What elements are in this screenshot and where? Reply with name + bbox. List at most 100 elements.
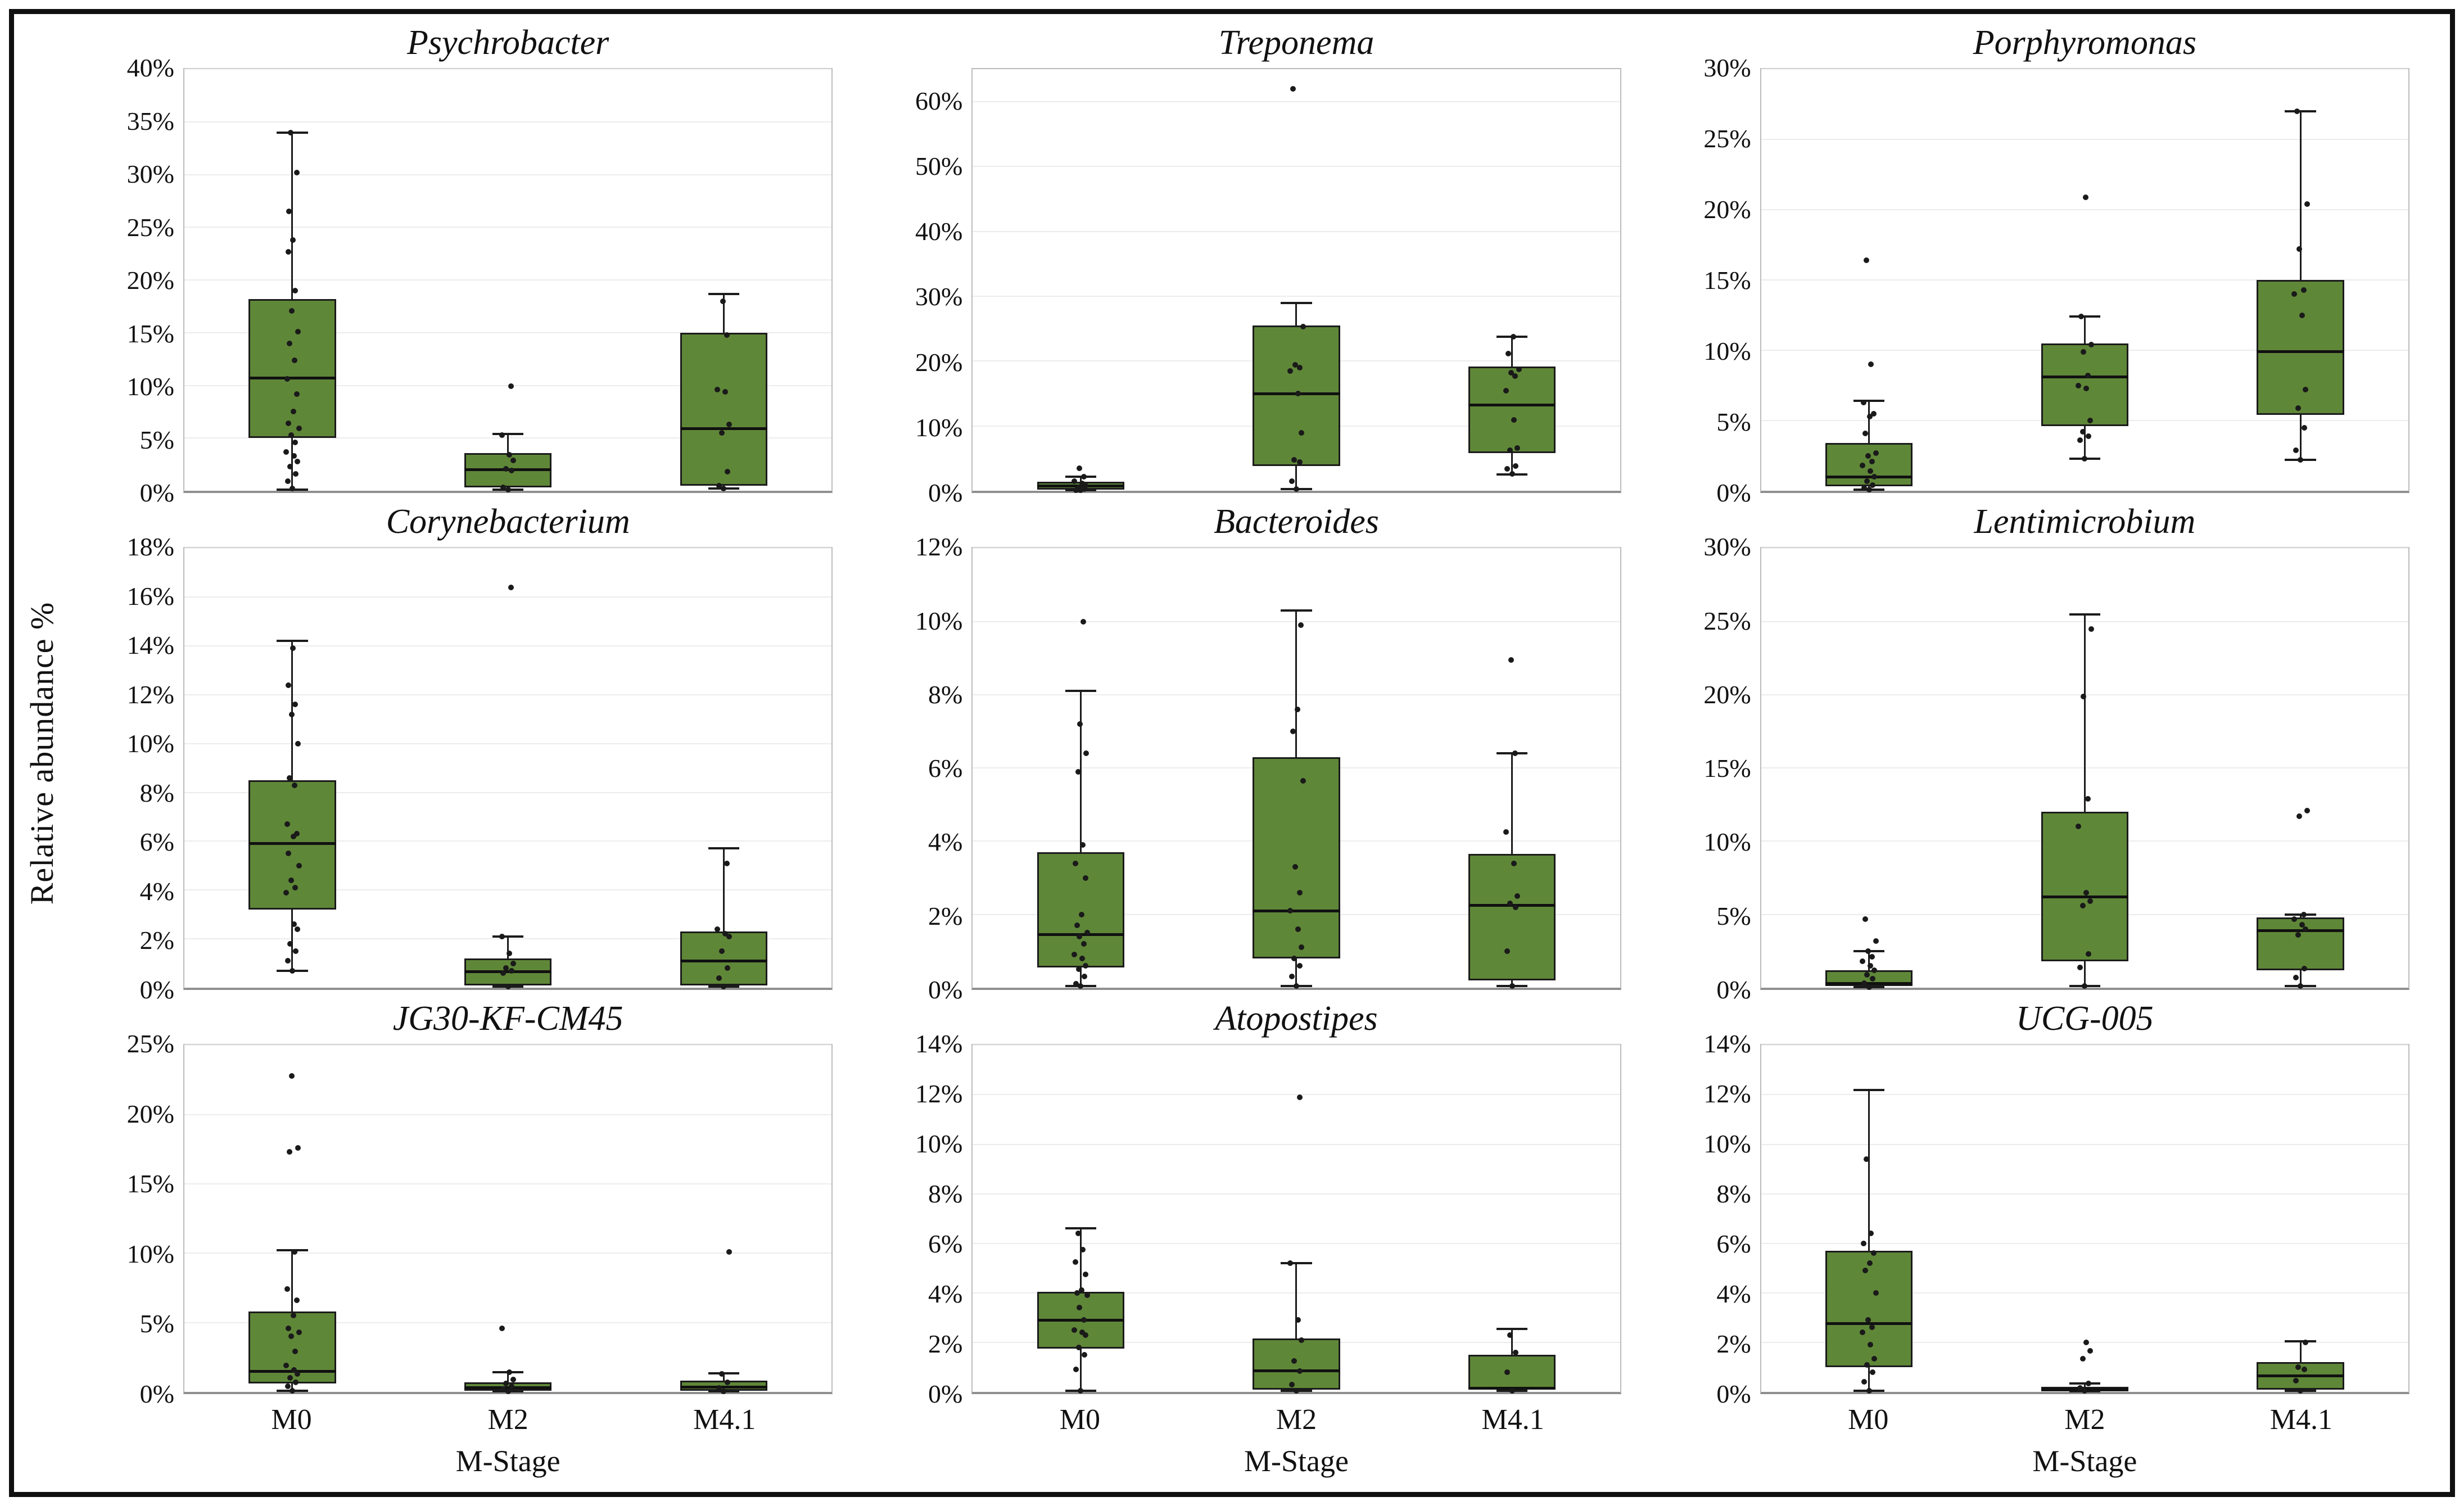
y-axis-ticks: 0% 2% 4% 6% 8% 10% 12%	[862, 534, 971, 1003]
y-tick-label: 10%	[1703, 827, 1751, 857]
median-line	[1253, 909, 1340, 912]
data-point	[1079, 1287, 1085, 1294]
y-tick-label: 30%	[1703, 53, 1751, 83]
data-point	[1509, 471, 1515, 477]
data-point	[1287, 1260, 1293, 1266]
data-point	[722, 388, 729, 395]
data-point	[715, 926, 721, 932]
data-point	[2293, 447, 2299, 453]
data-point	[1860, 463, 1866, 469]
y-tick-label: 14%	[1703, 1029, 1751, 1059]
x-axis-title: M-Stage	[2032, 1444, 2137, 1478]
data-point	[722, 931, 729, 937]
data-point	[1866, 984, 1872, 990]
data-point	[499, 933, 505, 939]
data-point	[1505, 350, 1512, 356]
gridline	[973, 548, 1620, 549]
whisker-cap	[1497, 1327, 1528, 1330]
plot-row: 0% 2% 4% 6% 8% 10% 12% 14%	[862, 1031, 1621, 1407]
data-point	[295, 1145, 301, 1151]
y-tick-label: 15%	[1703, 266, 1751, 295]
gridline	[184, 69, 832, 70]
category-label: M2	[487, 1404, 528, 1436]
data-point	[287, 1375, 293, 1381]
data-point	[291, 1367, 297, 1373]
gridline	[184, 385, 832, 386]
data-point	[505, 983, 511, 989]
plot-area	[183, 547, 833, 990]
data-point	[507, 951, 513, 957]
whisker-cap	[1853, 1088, 1885, 1091]
data-point	[1079, 842, 1086, 848]
box-iqr	[248, 299, 336, 438]
data-point	[2291, 291, 2298, 297]
data-point	[726, 421, 732, 427]
data-point	[1860, 958, 1866, 965]
data-point	[1083, 750, 1089, 757]
plot-row: 0% 10% 20% 30% 40% 50% 60%	[862, 68, 1621, 506]
y-axis-ticks: 0% 10% 20% 30% 40% 50% 60%	[862, 68, 971, 506]
data-point	[1296, 889, 1303, 896]
data-point	[1860, 1329, 1866, 1336]
data-point	[287, 463, 293, 469]
data-point	[1504, 465, 1511, 472]
data-point	[1079, 911, 1085, 917]
gridline	[1761, 1193, 2408, 1195]
y-tick-label: 10%	[1703, 1129, 1751, 1159]
data-point	[2079, 429, 2086, 435]
data-point	[1288, 1381, 1295, 1387]
y-tick-label: 10%	[1703, 337, 1751, 366]
data-point	[1873, 450, 1879, 456]
y-tick-label: 20%	[915, 347, 963, 377]
data-point	[726, 933, 732, 939]
x-axis-category-labels: M0 M2 M4.1	[971, 1394, 1621, 1444]
y-tick-label: 30%	[126, 160, 174, 189]
data-point	[292, 287, 298, 293]
data-point	[2293, 1378, 2299, 1384]
data-point	[1071, 1327, 1078, 1333]
data-point	[1074, 1290, 1080, 1296]
data-point	[1868, 1342, 1874, 1348]
data-point	[288, 432, 295, 438]
y-tick-label: 14%	[915, 1029, 963, 1059]
data-point	[1293, 983, 1299, 989]
data-point	[718, 1371, 725, 1377]
data-point	[724, 1379, 730, 1385]
data-point	[1084, 930, 1091, 936]
data-point	[1510, 333, 1516, 340]
y-tick-label: 40%	[126, 53, 174, 83]
y-tick-label: 5%	[1716, 408, 1751, 437]
whisker-cap	[2069, 1382, 2100, 1385]
data-point	[1513, 463, 1519, 469]
data-point	[292, 702, 298, 708]
data-point	[292, 439, 299, 445]
data-point	[1297, 459, 1303, 465]
data-point	[1862, 430, 1869, 436]
plot-area	[1760, 547, 2409, 990]
data-point	[294, 1297, 300, 1304]
data-point	[2085, 373, 2091, 379]
data-point	[507, 1369, 513, 1376]
data-point	[1509, 1387, 1515, 1394]
data-point	[2087, 1348, 2093, 1354]
data-point	[510, 960, 516, 966]
y-tick-label: 6%	[928, 1229, 963, 1259]
box-iqr	[248, 1311, 336, 1384]
data-point	[296, 426, 302, 432]
y-tick-label: 12%	[1703, 1079, 1751, 1109]
data-point	[2085, 795, 2091, 802]
data-point	[2088, 342, 2095, 348]
data-point	[1864, 1362, 1870, 1368]
data-point	[1867, 413, 1873, 419]
data-point	[1508, 657, 1514, 663]
plot-area	[183, 68, 833, 493]
data-point	[2082, 455, 2088, 462]
gridline	[184, 1183, 832, 1185]
y-axis-ticks: 0% 5% 10% 15% 20% 25%	[74, 1031, 183, 1407]
data-point	[289, 486, 295, 492]
data-point	[1873, 1290, 1879, 1296]
data-point	[1071, 478, 1078, 484]
data-point	[1080, 1317, 1087, 1323]
data-point	[1295, 1317, 1301, 1323]
data-point	[1078, 983, 1084, 989]
